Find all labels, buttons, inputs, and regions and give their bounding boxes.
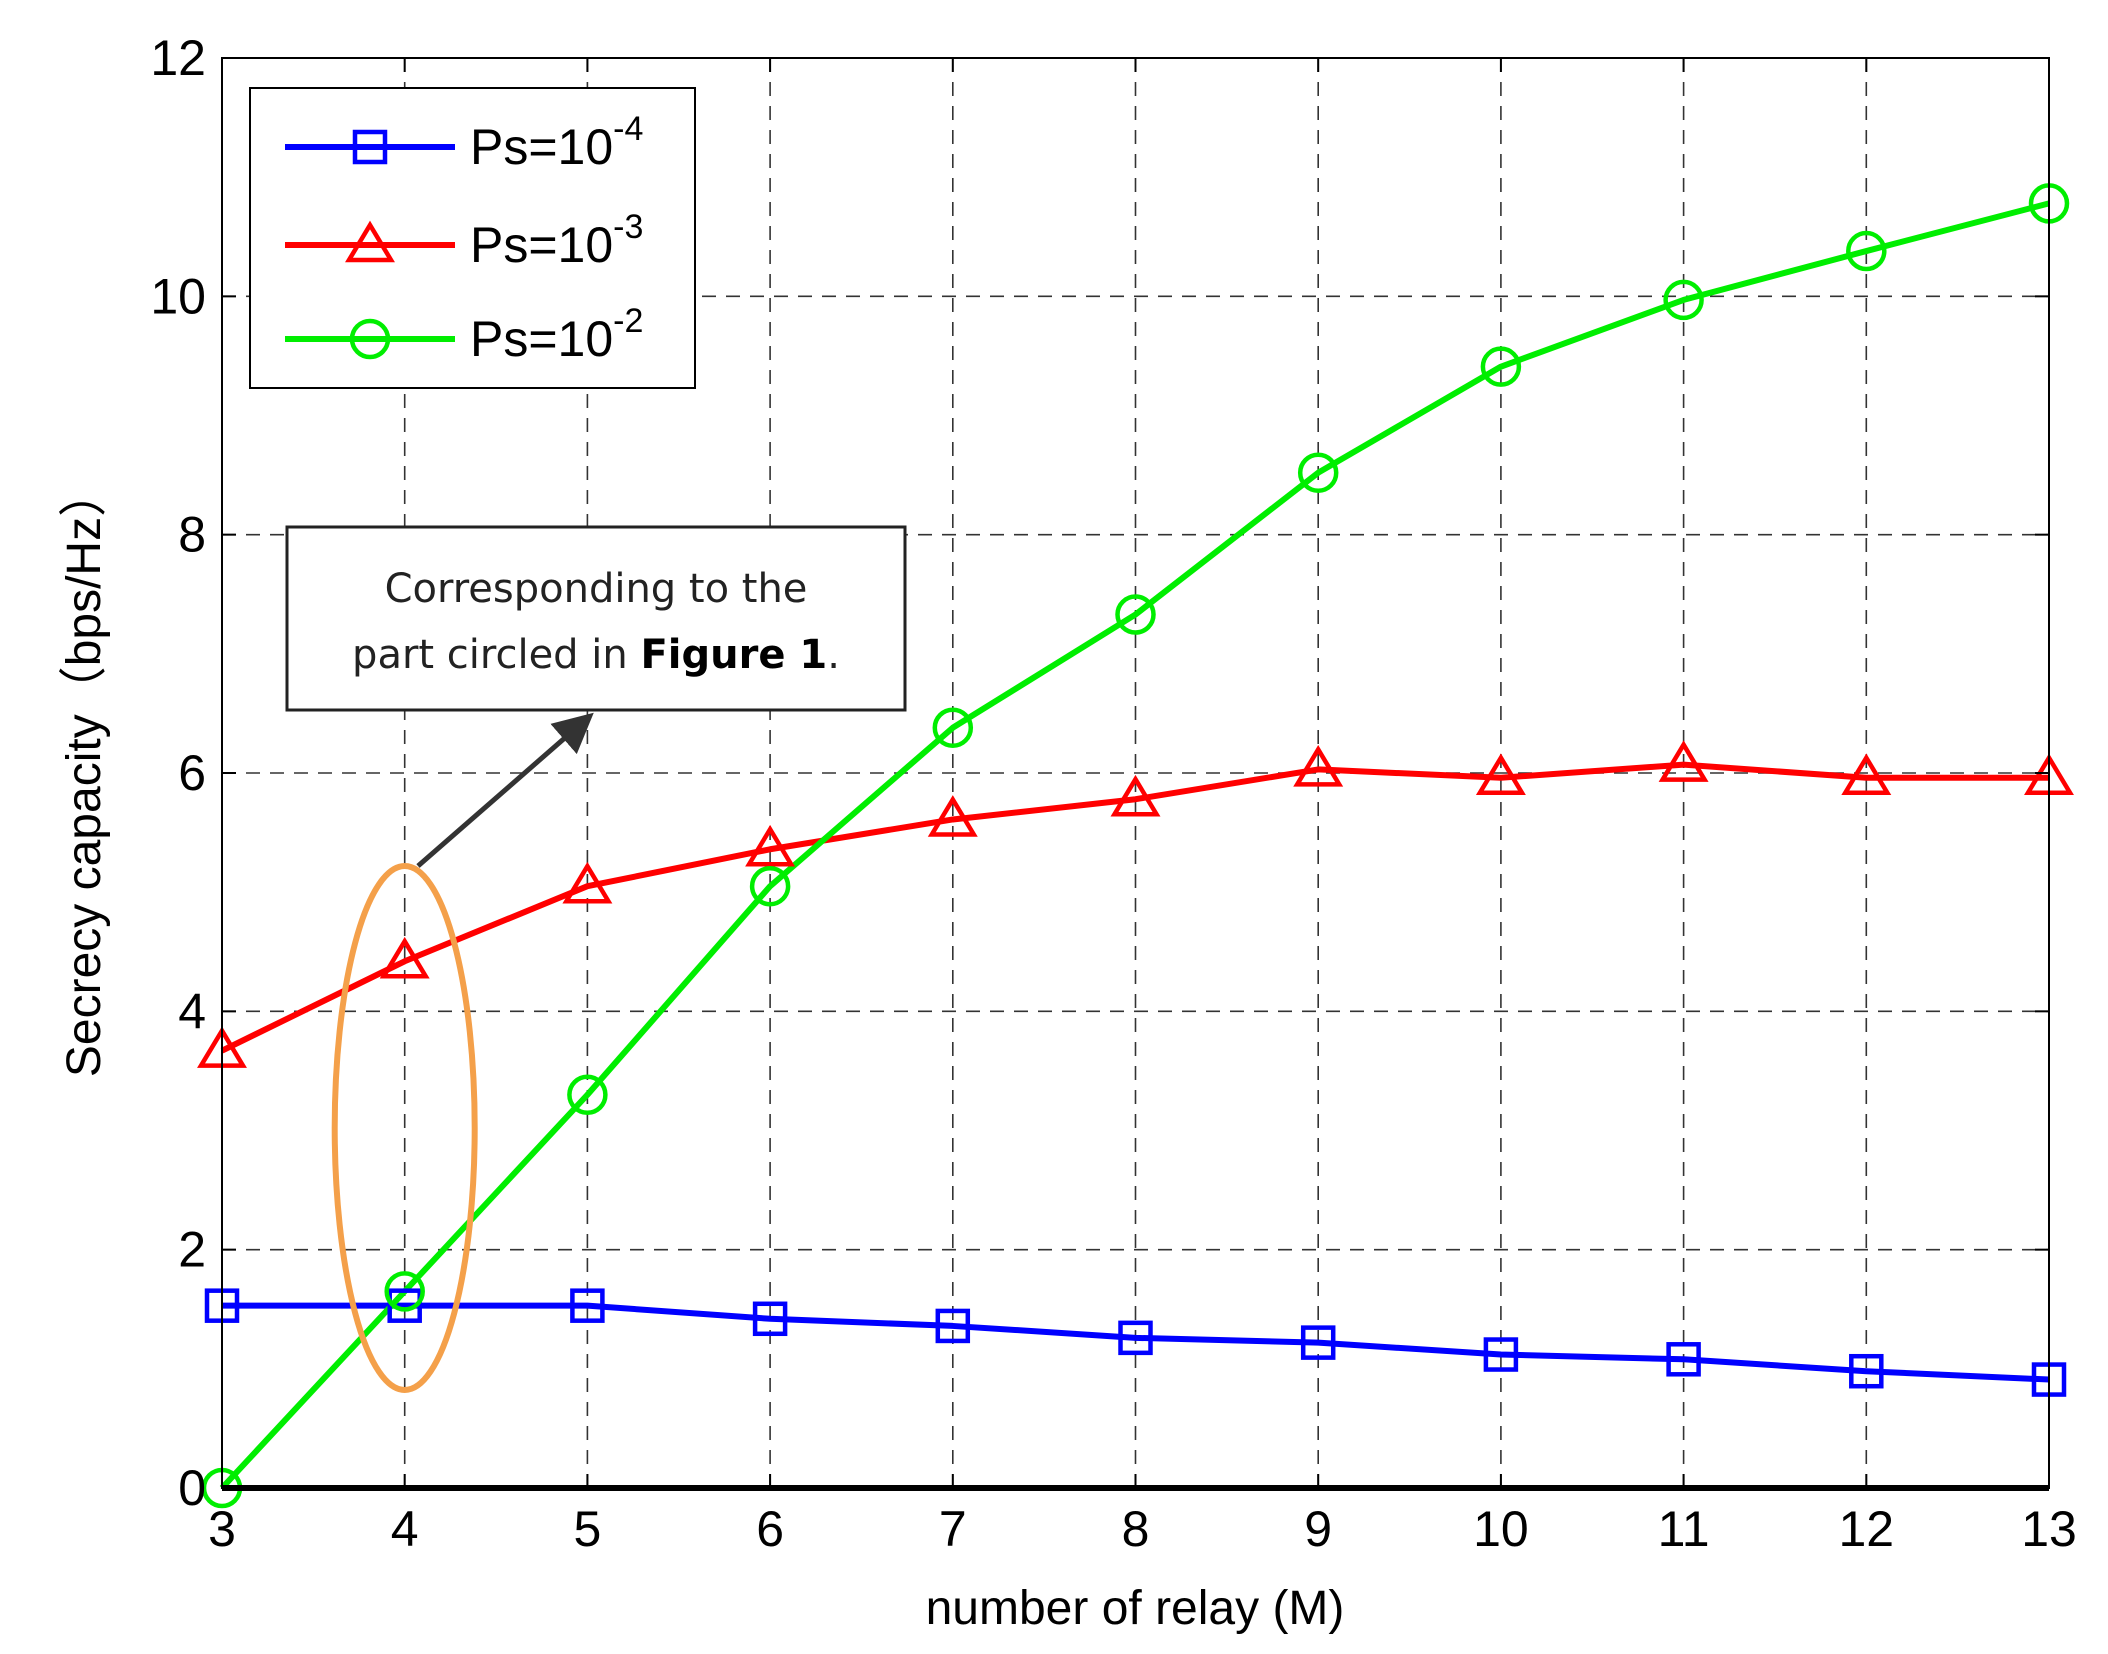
series-3-point-7 (932, 707, 974, 748)
callout-line-1: Corresponding to the (385, 566, 808, 612)
series-2-point-10 (1475, 753, 1526, 796)
x-tick-label-11: 11 (1658, 1501, 1710, 1557)
series-3-point-4 (384, 1271, 425, 1312)
x-tick-label-6: 6 (756, 1501, 784, 1557)
series-1-point-5 (570, 1288, 605, 1323)
series-2-point-5 (562, 861, 613, 904)
series-3-point-5 (567, 1074, 608, 1115)
legend: Ps=10-4Ps=10-3Ps=10-2 (249, 87, 696, 389)
series-1-point-6 (752, 1301, 788, 1337)
series-1-point-8 (1118, 1320, 1153, 1356)
y-axis-title: Secrecy capacity（bps/Hz） (58, 469, 111, 1077)
y-tick-label-0: 0 (178, 1460, 206, 1516)
series-2-point-9 (1293, 745, 1344, 787)
series-3-point-12 (1846, 230, 1887, 272)
x-tick-label-12: 12 (1838, 1501, 1894, 1557)
legend-entry-1: Ps=10-4 (285, 110, 643, 175)
series-2-point-6 (745, 824, 796, 867)
legend-swatch-marker-3 (349, 318, 391, 360)
x-tick-label-3: 3 (208, 1501, 236, 1557)
series-3-point-9 (1297, 452, 1339, 493)
axis-ticks: 3 4 5 6 7 8 9 10 11 12 13 0 2 4 6 8 10 12 (150, 30, 2076, 1557)
series-line-1 (222, 1302, 2050, 1383)
y-tick-label-2: 2 (178, 1222, 206, 1278)
legend-label-base-1: Ps=10 (470, 119, 613, 175)
legend-label-2: Ps=10-3 (470, 208, 643, 273)
legend-entry-3: Ps=10-2 (285, 302, 643, 367)
series-1-point-11 (1666, 1342, 1701, 1377)
legend-label-exponent-1: -4 (613, 110, 643, 148)
legend-label-exponent-3: -2 (613, 302, 643, 340)
series-1-point-7 (935, 1308, 971, 1344)
x-tick-label-7: 7 (939, 1501, 967, 1557)
x-tick-label-10: 10 (1473, 1501, 1529, 1557)
x-tick-label-8: 8 (1122, 1501, 1150, 1557)
legend-label-1: Ps=10-4 (470, 110, 643, 175)
x-tick-label-4: 4 (391, 1501, 419, 1557)
series-2-point-7 (927, 795, 978, 837)
series-2-point-12 (1841, 753, 1892, 796)
callout-frame (285, 525, 907, 712)
legend-label-base-3: Ps=10 (470, 311, 613, 367)
series-3-point-8 (1115, 594, 1156, 635)
legend-swatch-marker-1 (352, 129, 388, 165)
legend-entry-2: Ps=10-3 (285, 208, 643, 273)
y-tick-label-10: 10 (150, 268, 206, 324)
legend-swatch-marker-2 (345, 220, 395, 263)
series-3-point-10 (1480, 346, 1522, 387)
series-3-point-11 (1663, 279, 1704, 321)
series-2-point-11 (1658, 740, 1709, 782)
series-line-2 (220, 761, 2049, 1054)
series-1-point-4 (387, 1288, 422, 1323)
y-tick-label-8: 8 (178, 507, 206, 563)
y-tick-label-6: 6 (178, 745, 206, 801)
callout-line-2-suffix: . (827, 632, 840, 678)
callout-line-2-prefix: part circled in (352, 632, 640, 678)
callout-arrow (416, 712, 594, 868)
legend-label-exponent-2: -3 (613, 208, 643, 246)
callout-box: Corresponding to the part circled in Fig… (285, 525, 907, 712)
series-2-point-8 (1110, 774, 1161, 817)
x-axis-title: number of relay (M) (926, 1582, 1345, 1635)
y-tick-label-4: 4 (178, 983, 206, 1039)
x-tick-label-13: 13 (2021, 1501, 2077, 1557)
legend-label-base-2: Ps=10 (470, 217, 613, 273)
series-1-point-9 (1300, 1325, 1336, 1360)
grid-lines (222, 58, 2049, 1488)
highlight-ellipse (331, 863, 478, 1393)
series-3-point-6 (749, 865, 791, 907)
legend-label-3: Ps=10-2 (470, 302, 643, 367)
x-tick-label-9: 9 (1304, 1501, 1332, 1557)
x-tick-label-5: 5 (573, 1501, 601, 1557)
callout-line-2: part circled in Figure 1. (352, 632, 840, 678)
series-lines (219, 200, 2050, 1491)
series-1-point-10 (1483, 1337, 1519, 1372)
series-line-3 (219, 200, 2050, 1491)
series-1-point-12 (1849, 1353, 1884, 1389)
callout-figure-ref: Figure 1 (640, 632, 827, 678)
series-2-point-4 (379, 936, 430, 979)
y-tick-label-12: 12 (150, 30, 206, 86)
